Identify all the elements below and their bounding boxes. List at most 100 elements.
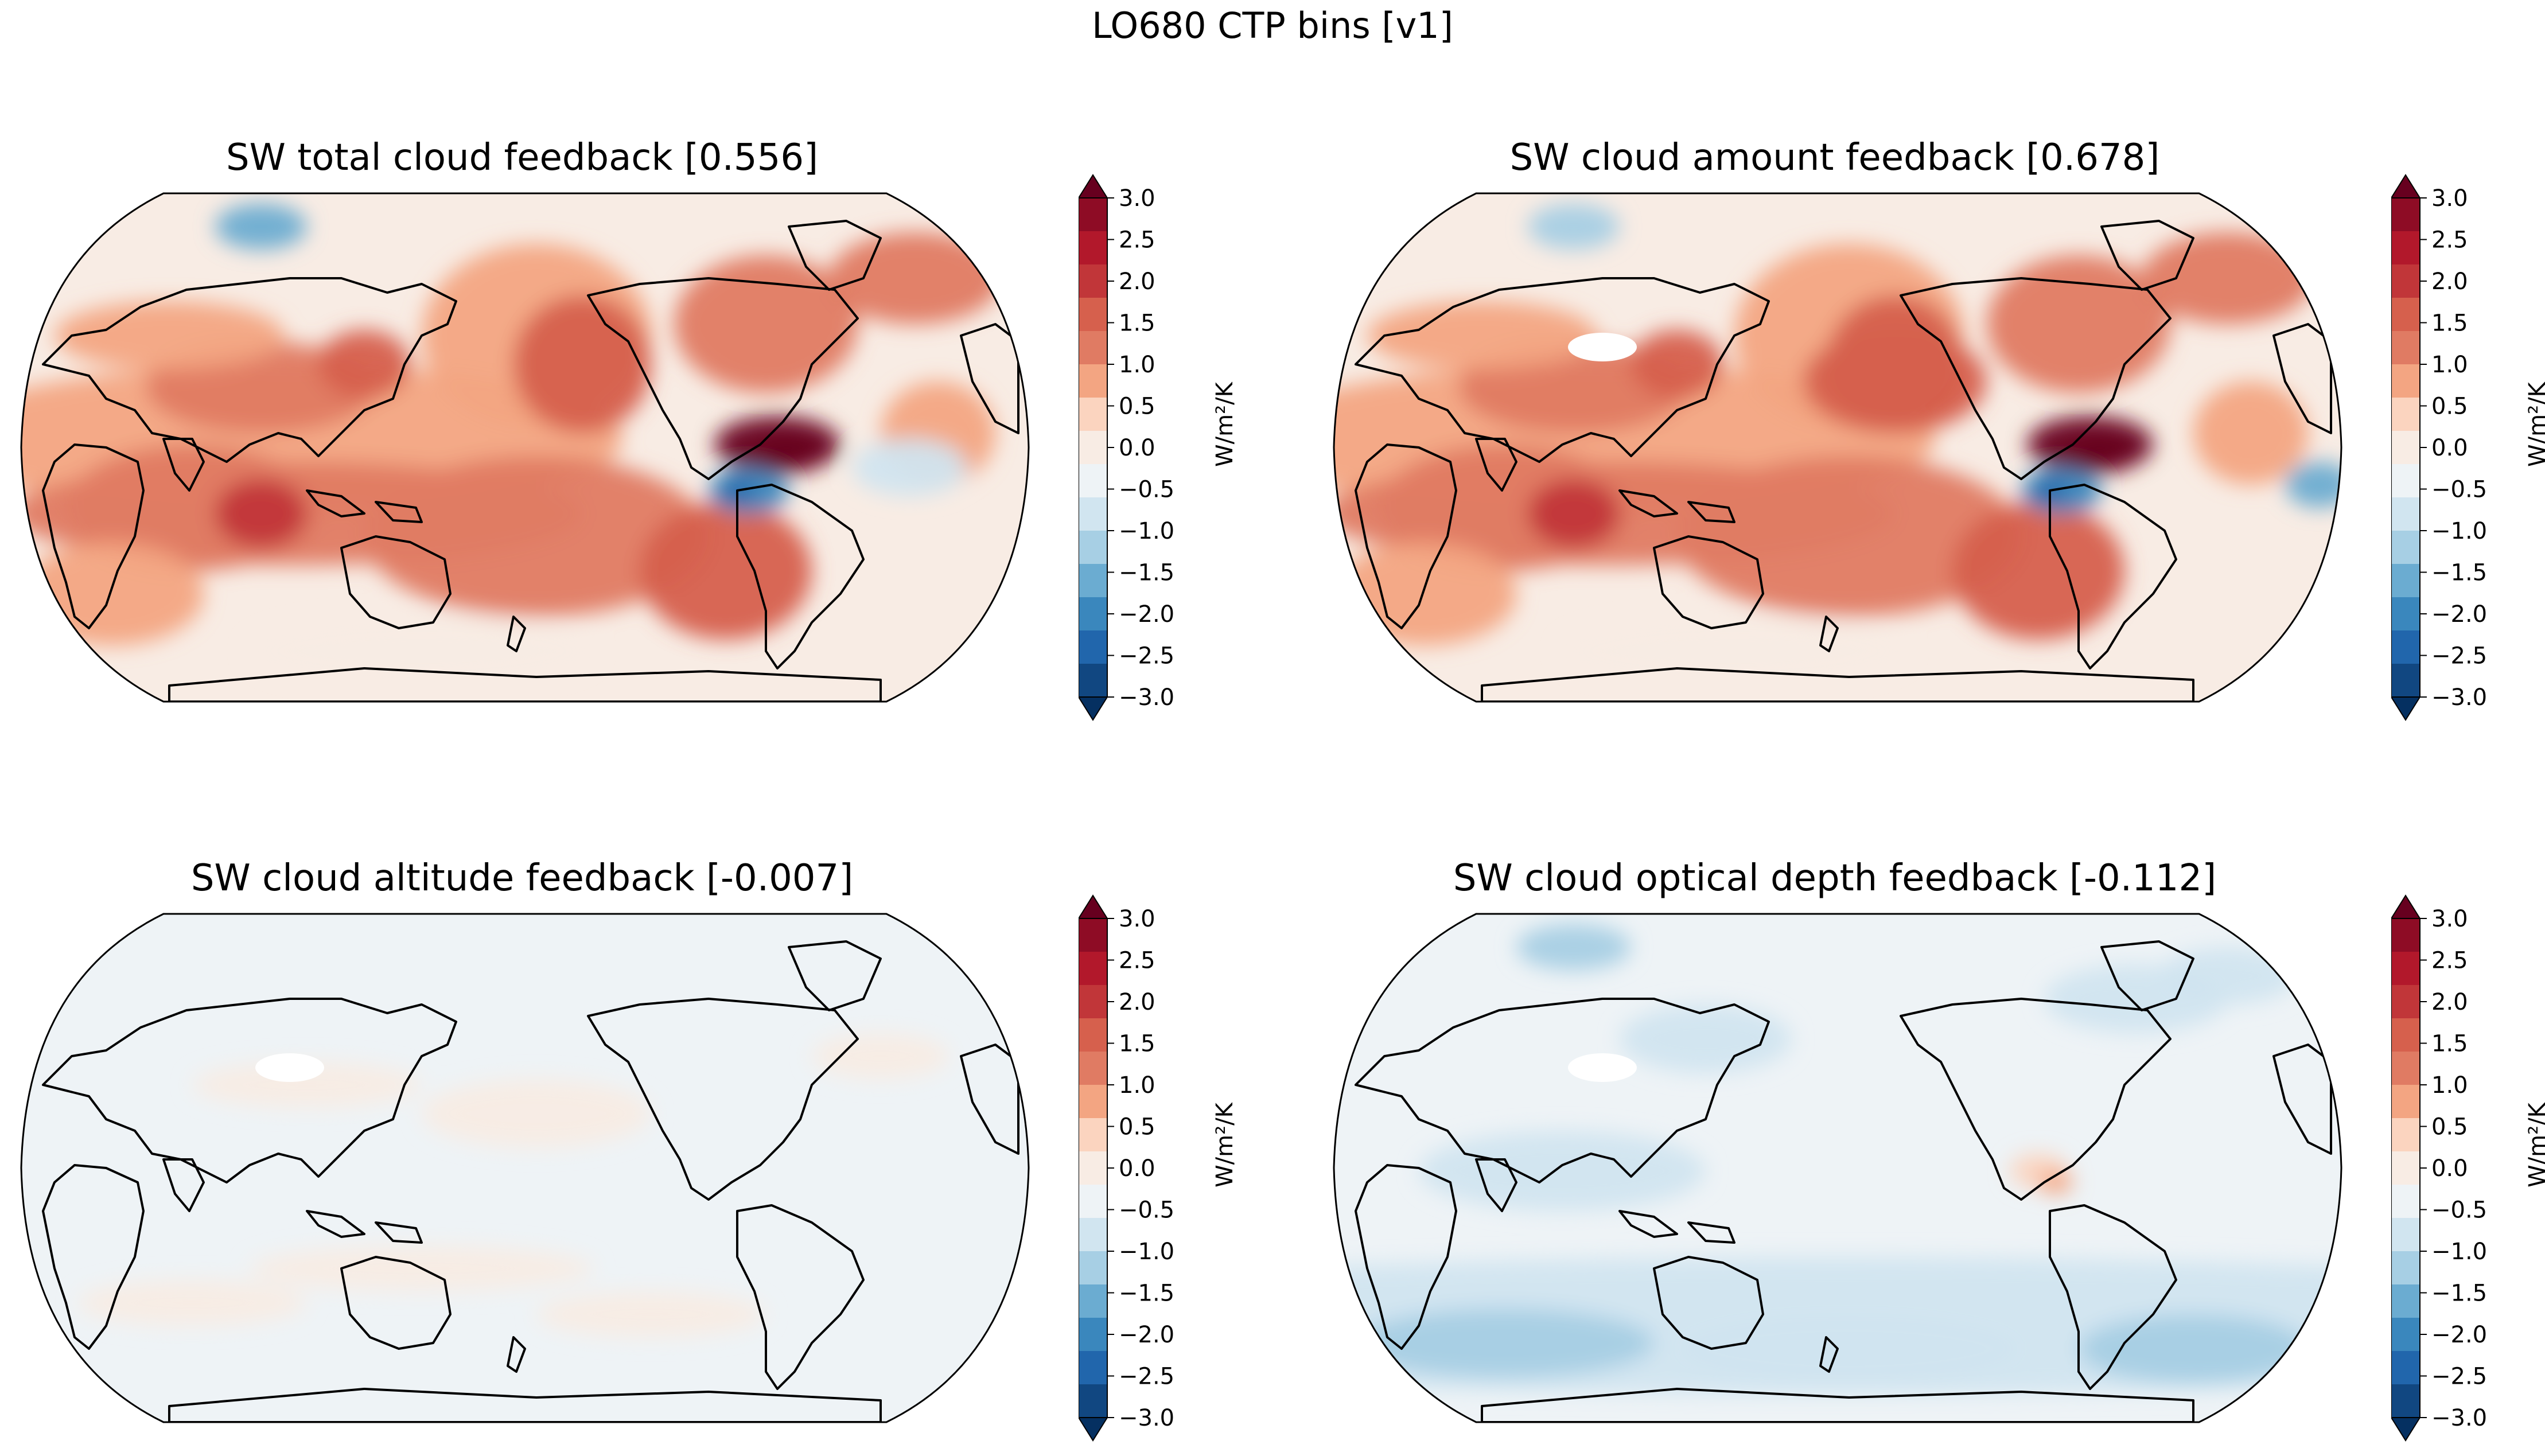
colorbar-tick-label: 2.0 [2431,989,2468,1015]
coastline [507,616,526,652]
colorbar-bin [1079,630,1107,664]
colorbar-tick-label: −1.5 [1119,560,1174,586]
colorbar-bin [2391,918,2420,952]
feedback-anomaly [1987,255,2170,393]
coastline [1900,998,2172,1201]
feedback-anomaly [1631,330,1723,399]
colorbar-bin [2391,464,2420,498]
coastline [162,1158,205,1212]
colorbar-tick-label: −1.0 [1119,1239,1174,1265]
coastline [960,323,1019,434]
colorbar: 3.0 2.5 2.0 1.5 1.0 0.5 0.0 −0.5 −1.0 −1.5 −2.0 −2.… [2390,172,2529,725]
colorbar-svg: 3.0 2.5 2.0 1.5 1.0 0.5 0.0 −0.5 −1.0 −1.5 −2.0 −2.… [2390,894,2487,1442]
feedback-anomaly [215,479,307,548]
coastline [788,940,882,1011]
coastline [736,1204,865,1390]
colorbar-tick-label: 1.5 [2431,1031,2468,1057]
colorbar-bin [1079,1118,1107,1152]
coastline [2100,220,2194,291]
feedback-anomaly [2159,947,2297,1005]
feedback-anomaly [1419,1131,1706,1211]
colorbar-extend-max [1077,894,1108,919]
coastline [1819,616,1839,652]
colorbar-bin [2391,1151,2420,1185]
colorbar-bin [1079,198,1107,232]
map-boundary [1333,192,2342,703]
feedback-anomaly [1528,204,1620,250]
map-amount [1330,189,2345,708]
colorbar-bin [1079,1318,1107,1352]
colorbar-tick-label: −3.0 [2431,684,2487,711]
colorbar-tick-label: −2.5 [2431,1364,2487,1390]
feedback-anomaly [674,255,858,393]
coastline [2049,484,2177,669]
colorbar-tick-label: 1.5 [2431,310,2468,337]
colorbar-bin [1079,1085,1107,1119]
panel-title: SW cloud optical depth feedback [-0.112] [1453,857,2217,900]
panel-optical-depth: SW cloud optical depth feedback [-0.112]… [1313,721,2545,1442]
colorbar-tick-label: −2.5 [1119,643,1174,669]
coastline [587,998,859,1201]
colorbar-unit-label: W/m²/K [2524,382,2545,467]
coastline [168,667,882,702]
colorbar-extend-min [2390,696,2421,721]
missing-data-patch [1568,333,1637,361]
coastline [42,1164,145,1350]
colorbar-extend-max [1077,174,1108,198]
colorbar-bin [2391,1085,2420,1119]
colorbar-bin [2391,664,2420,698]
colorbar-unit-label: W/m²/K [1212,1103,1238,1188]
panel-altitude: SW cloud altitude feedback [-0.007] 3.0 2… [0,721,1272,1442]
colorbar-bin [1079,264,1107,298]
coastline [2272,1044,2332,1155]
coastline [507,1336,526,1373]
feedback-anomaly [318,330,410,399]
colorbar-unit-label: W/m²/K [1212,382,1238,467]
colorbar-bin [2391,431,2420,465]
colorbar-tick-label: 0.0 [2431,1155,2468,1182]
coastline [168,1388,882,1422]
colorbar-tick-label: 2.5 [1119,948,1155,974]
colorbar-bin [1079,1052,1107,1085]
feedback-anomaly [250,617,594,686]
colorbar-bin [1079,398,1107,431]
coastline [1475,438,1517,492]
colorbar-tick-label: 1.0 [2431,1072,2468,1099]
colorbar-bin [2391,1185,2420,1218]
map-svg [20,192,1030,703]
feedback-anomaly [1803,330,1987,433]
coastline [1653,535,1764,629]
feedback-anomaly [754,439,823,473]
feedback-anomaly [1952,502,2124,640]
colorbar-extend-min [2390,1417,2421,1442]
colorbar-bin [1079,464,1107,498]
colorbar-bin [2391,1251,2420,1285]
panel-title: SW cloud amount feedback [0.678] [1509,137,2160,179]
colorbar-tick-label: −1.5 [2431,560,2487,586]
colorbar-bin [2391,1018,2420,1052]
feedback-anomaly [21,542,204,645]
feedback-anomaly [1620,1005,1792,1073]
coastline [42,277,457,463]
coastline [960,1044,1019,1155]
coastline [1355,277,1770,463]
feedback-anomaly [77,1280,307,1326]
colorbar-bin [2391,630,2420,664]
colorbar-tick-label: −0.5 [1119,477,1174,503]
colorbar-bin [2391,952,2420,986]
coastline [1819,1336,1839,1373]
colorbar-bin [1079,918,1107,952]
coastline [2272,323,2332,434]
colorbar-tick-label: 0.5 [1119,1114,1155,1140]
colorbar-bin [1079,952,1107,986]
colorbar-tick-label: 1.0 [1119,1072,1155,1099]
figure-title: LO680 CTP bins [v1] [1092,5,1453,46]
colorbar-tick-label: −0.5 [1119,1197,1174,1224]
panel-amount: SW cloud amount feedback [0.678] 3.0 2.5 2… [1313,0,2545,721]
colorbar-bin [2391,1318,2420,1352]
feedback-anomaly [1334,542,1516,645]
map-svg [1333,913,2342,1423]
colorbar-tick-label: −3.0 [2431,1405,2487,1431]
panel-title: SW cloud altitude feedback [-0.007] [190,857,854,900]
colorbar-tick-label: 2.0 [2431,268,2468,295]
